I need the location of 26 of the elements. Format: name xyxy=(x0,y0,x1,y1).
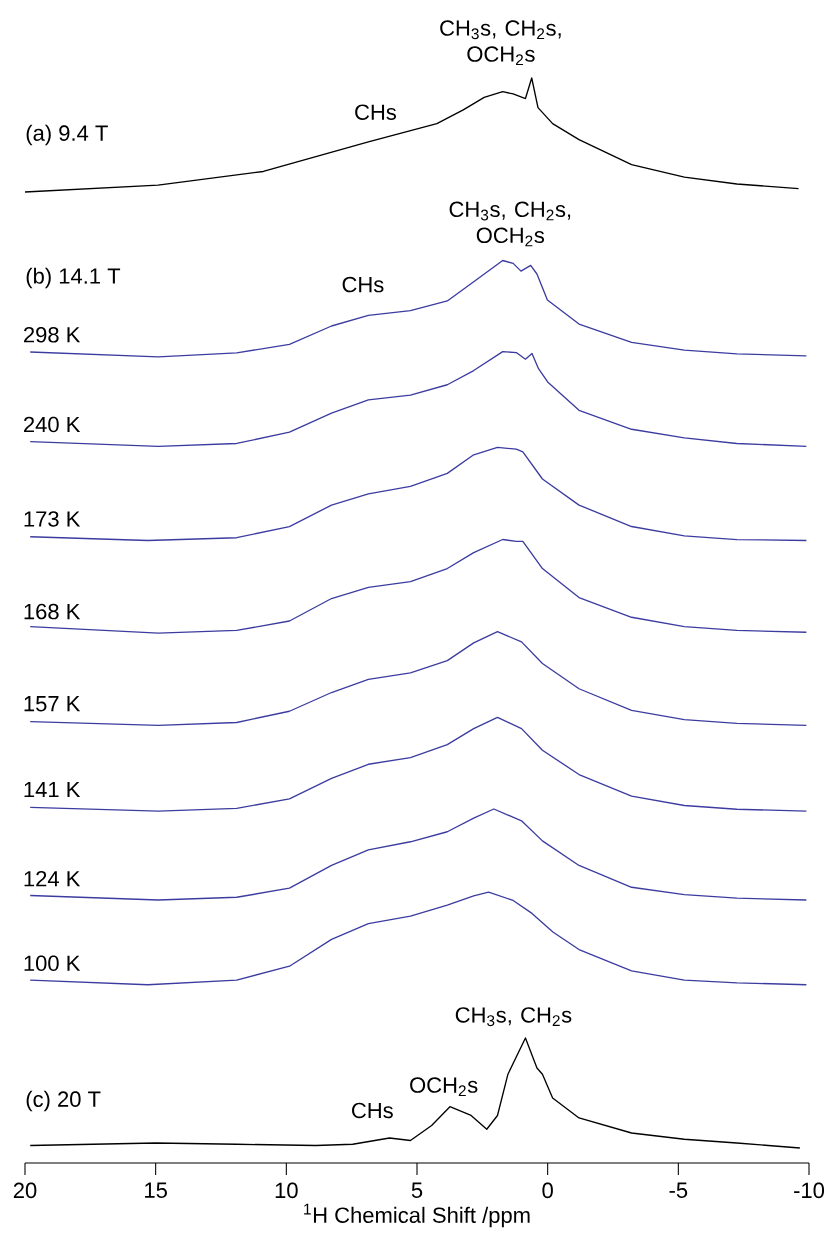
annotation: OCH$_{2}$s xyxy=(410,1077,478,1097)
x-tick-label: 5 xyxy=(411,1182,423,1198)
text: CH$_{3}$s, CH$_{2}$s, OCH$_{2}$s xyxy=(440,20,561,66)
series-label: 124 K xyxy=(24,870,81,887)
x-tick-label: 20 xyxy=(13,1182,37,1199)
text: (a) 9.4 T xyxy=(26,124,108,146)
annotation: CHs xyxy=(352,1102,393,1119)
series-label: 157 K xyxy=(24,696,81,712)
series-label: 168 K xyxy=(24,603,81,620)
series-label: 141 K xyxy=(24,781,81,798)
text: CH$_{3}$s, CH$_{2}$s xyxy=(455,1007,572,1027)
series-label: 240 K xyxy=(24,416,81,433)
series-label: 298 K xyxy=(24,326,81,343)
x-axis-title: $^{1}$H Chemical Shift /ppm xyxy=(304,1203,530,1228)
text: (c) 20 T xyxy=(26,1090,101,1112)
x-tick-label: -5 xyxy=(669,1182,688,1198)
series-label: 100 K xyxy=(24,955,81,972)
x-tick-label: 10 xyxy=(275,1182,298,1199)
annotation: CHs xyxy=(342,276,384,293)
annotation: CHs xyxy=(355,104,397,120)
x-tick-label: 15 xyxy=(145,1182,167,1198)
series-label: 173 K xyxy=(24,511,81,527)
x-tick-label: 0 xyxy=(542,1182,553,1199)
text: CH$_{3}$s, CH$_{2}$s, OCH$_{2}$s xyxy=(449,201,571,247)
x-tick-label: -10 xyxy=(794,1182,824,1199)
chart-title: (b) 14.1 T xyxy=(26,267,121,289)
